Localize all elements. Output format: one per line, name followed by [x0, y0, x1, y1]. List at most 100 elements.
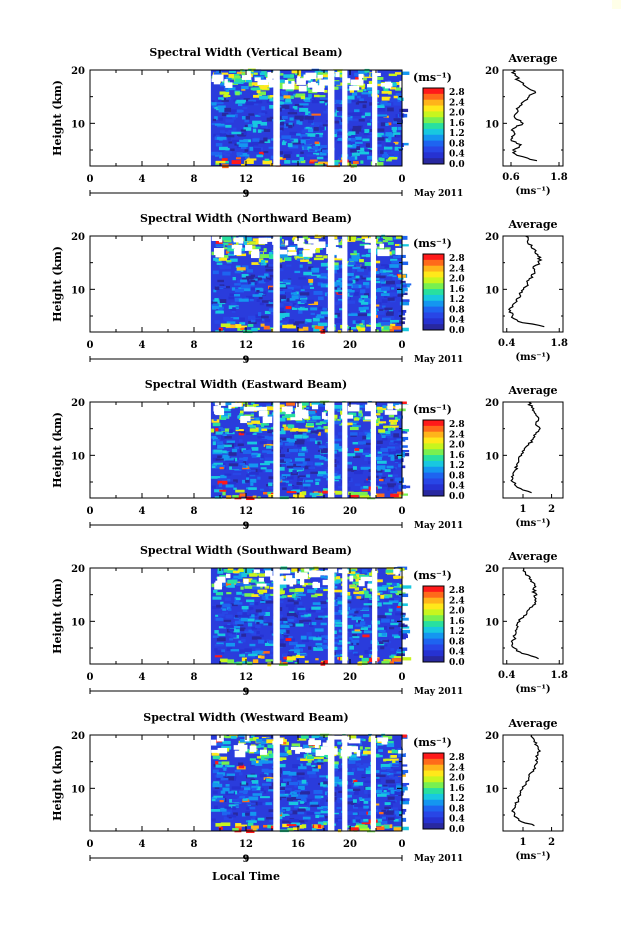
heatmap-cell — [228, 804, 239, 808]
heatmap-missing — [217, 576, 226, 583]
heatmap-cell — [388, 73, 397, 77]
heatmap-cell — [311, 622, 317, 626]
heatmap-cell — [314, 162, 322, 166]
heatmap-cell — [256, 298, 260, 302]
heatmap-cell — [242, 278, 250, 281]
heatmap-cell — [225, 124, 232, 128]
heatmap-cell — [236, 71, 246, 75]
heatmap-cell — [361, 85, 365, 90]
heatmap-cell — [218, 303, 223, 308]
heatmap-cell — [283, 312, 290, 317]
heatmap-cell — [221, 158, 228, 162]
heatmap-cell — [376, 144, 382, 147]
heatmap-cell — [246, 158, 257, 161]
heatmap-cell — [222, 271, 231, 276]
heatmap-cell — [348, 609, 355, 614]
colorbar-segment — [423, 817, 444, 824]
heatmap-cell — [379, 150, 384, 154]
heatmap-cell — [308, 774, 317, 778]
colorbar-segment — [423, 455, 444, 462]
heatmap-cell — [298, 612, 308, 615]
heatmap-cell — [244, 404, 249, 408]
heatmap-cell — [295, 644, 306, 647]
heatmap-cell — [222, 450, 227, 454]
heatmap-cell — [333, 619, 341, 624]
heatmap-cell — [281, 575, 287, 579]
heatmap-cell — [297, 779, 306, 782]
heatmap-missing — [211, 236, 221, 241]
heatmap-cell — [250, 245, 256, 249]
heatmap-cell — [352, 112, 363, 116]
heatmap-cell — [361, 774, 372, 778]
heatmap-cell — [384, 102, 392, 106]
heatmap-cell — [354, 72, 360, 77]
heatmap-cell — [358, 410, 363, 414]
heatmap-cell — [221, 97, 229, 102]
heatmap-cell — [211, 797, 216, 802]
x-tick-label: 8 — [191, 506, 198, 517]
heatmap-cell — [365, 770, 371, 775]
heatmap-cell — [315, 422, 322, 426]
colorbar-segment — [423, 758, 444, 766]
heatmap-cell — [253, 100, 263, 104]
heatmap-cell — [348, 421, 359, 424]
heatmap-missing — [281, 406, 286, 412]
heatmap-cell — [298, 433, 307, 437]
heatmap-cell — [220, 474, 227, 479]
heatmap-cell — [394, 477, 400, 482]
heatmap-cell — [300, 758, 310, 761]
heatmap-cell — [392, 129, 397, 133]
heatmap-cell — [232, 828, 239, 832]
heatmap-cell — [361, 115, 366, 118]
heatmap-cell — [337, 597, 345, 601]
heatmap-cell — [335, 621, 344, 625]
heatmap-cell — [248, 796, 259, 801]
heatmap-cell — [298, 310, 303, 314]
heatmap-cell — [324, 778, 332, 781]
heatmap-cell — [241, 72, 247, 75]
heatmap-cell — [214, 489, 223, 493]
heatmap-cell — [395, 134, 402, 138]
heatmap-cell — [378, 482, 388, 487]
heatmap-cell — [385, 132, 393, 137]
heatmap-cell — [281, 115, 288, 120]
heatmap-cell — [357, 89, 363, 93]
heatmap-cell — [390, 818, 400, 822]
heatmap-cell — [317, 821, 328, 826]
heatmap-cell — [252, 120, 262, 124]
heatmap-cell — [252, 318, 263, 322]
heatmap-cell — [332, 787, 340, 790]
heatmap-cell — [363, 749, 368, 752]
heatmap-cell — [362, 138, 370, 142]
heatmap-cell — [252, 317, 256, 321]
colorbar-segment — [423, 770, 444, 777]
heatmap-cell — [259, 95, 269, 100]
y-tick-label: 20 — [71, 232, 85, 243]
heatmap-missing — [282, 83, 295, 90]
heatmap-cell — [337, 300, 342, 305]
heatmap-cell — [319, 775, 327, 778]
heatmap-cell — [215, 592, 224, 596]
heatmap-cell — [288, 810, 298, 815]
heatmap-cell — [315, 249, 320, 253]
heatmap-cell — [217, 633, 226, 637]
heatmap-cell — [367, 433, 371, 436]
heatmap-cell — [382, 305, 386, 308]
heatmap-cell — [242, 798, 248, 801]
heatmap-cell — [311, 494, 317, 498]
heatmap-cell — [362, 77, 367, 81]
heatmap-cell — [380, 786, 390, 789]
heatmap-cell — [247, 424, 254, 427]
x-tick-label: 12 — [239, 340, 253, 351]
heatmap-cell — [380, 594, 385, 599]
heatmap-cell — [226, 495, 232, 499]
heatmap-cell — [288, 483, 292, 487]
heatmap-cell — [253, 745, 261, 748]
heatmap-cell — [363, 630, 374, 634]
average-y-tick-label: 20 — [485, 564, 499, 575]
heatmap-cell — [381, 96, 391, 101]
heatmap-cell — [261, 300, 272, 303]
heatmap-cell — [227, 137, 231, 141]
heatmap-cell — [282, 653, 288, 657]
heatmap-cell — [310, 430, 319, 434]
